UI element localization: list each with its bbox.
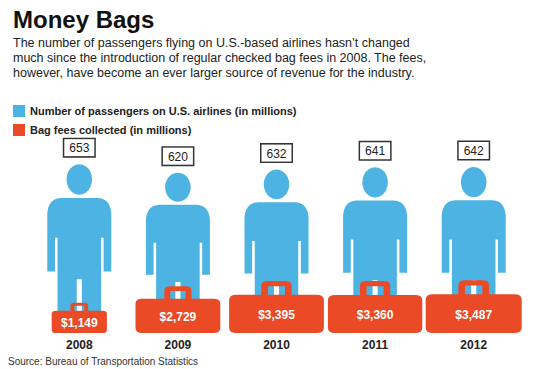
svg-text:Number of passengers on U.S. a: Number of passengers on U.S. airlines (i… — [30, 105, 297, 117]
svg-text:2008: 2008 — [66, 338, 93, 352]
svg-text:2012: 2012 — [460, 338, 487, 352]
svg-text:2011: 2011 — [362, 338, 388, 352]
svg-text:620: 620 — [168, 150, 188, 164]
svg-text:Money Bags: Money Bags — [13, 6, 154, 33]
svg-text:Bag fees collected (in million: Bag fees collected (in millions) — [30, 124, 192, 136]
svg-text:$1,149: $1,149 — [61, 316, 98, 330]
svg-text:$3,360: $3,360 — [357, 308, 394, 322]
svg-text:much since the introduction of: much since the introduction of regular c… — [13, 51, 430, 65]
svg-text:$3,395: $3,395 — [258, 308, 295, 322]
svg-text:653: 653 — [69, 141, 89, 155]
svg-text:2009: 2009 — [165, 338, 192, 352]
svg-text:642: 642 — [464, 144, 484, 158]
svg-text:$2,729: $2,729 — [160, 310, 197, 324]
svg-text:Source: Bureau of Transportati: Source: Bureau of Transportation Statist… — [8, 356, 198, 367]
svg-text:$3,487: $3,487 — [455, 308, 492, 322]
svg-text:641: 641 — [365, 144, 385, 158]
svg-text:2010: 2010 — [263, 338, 290, 352]
svg-text:The number of passengers flyin: The number of passengers flying on U.S.-… — [13, 36, 413, 50]
svg-text:632: 632 — [266, 147, 286, 161]
svg-text:however, have become an ever l: however, have become an ever larger sour… — [13, 66, 414, 80]
